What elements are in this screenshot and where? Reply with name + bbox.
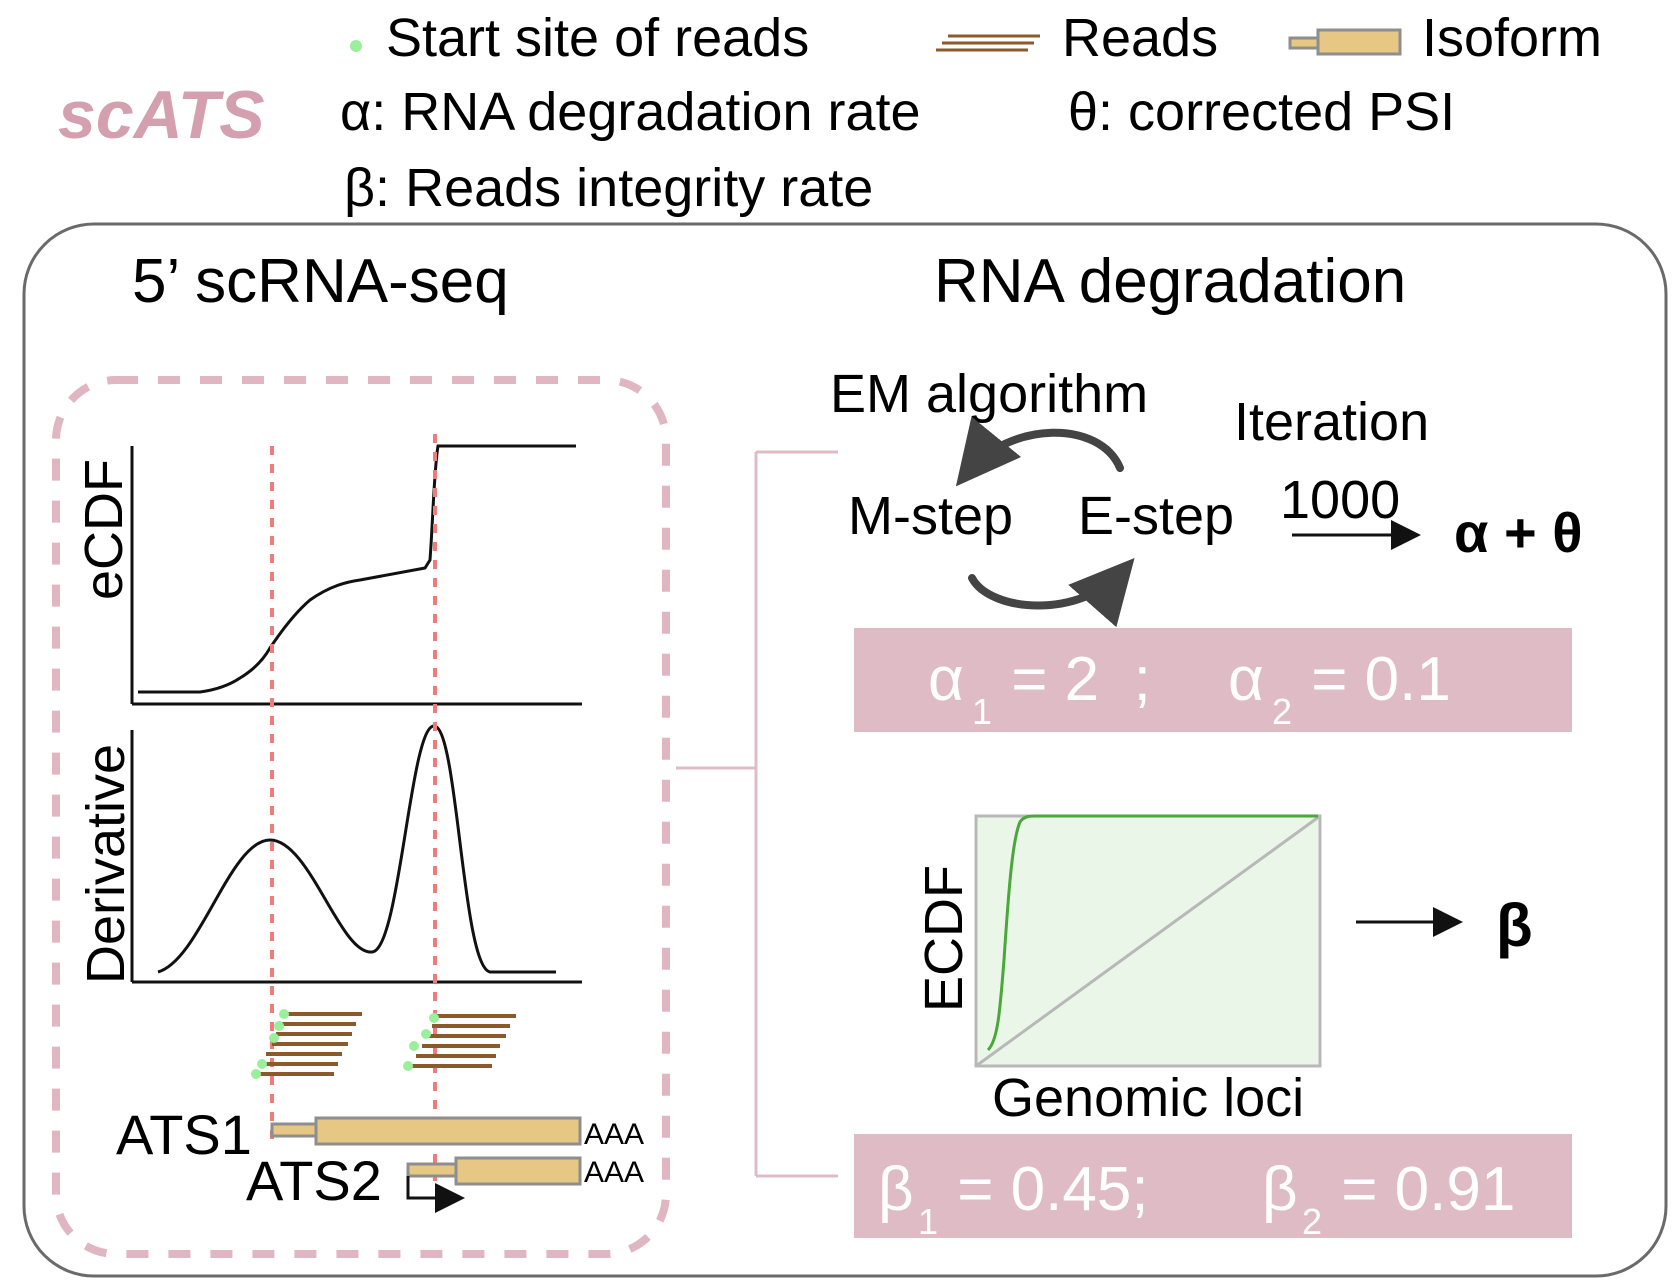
em-loop-bottom-arrow-icon <box>968 558 1135 628</box>
derivative-curve <box>157 724 556 974</box>
ats2-polya: AAA <box>584 1156 644 1189</box>
beta-values-box <box>854 1134 1572 1238</box>
beta-1-value: = 0.45; <box>940 1155 1149 1224</box>
right-panel-title: RNA degradation <box>934 247 1406 316</box>
derivative-plot <box>130 724 582 984</box>
reads-legend-icon <box>936 34 1040 52</box>
transcription-start-arrow-icon <box>406 1176 465 1213</box>
reads-cluster-1 <box>251 1009 362 1079</box>
alpha-1-value: = 2 ; <box>994 645 1151 714</box>
connector-bracket <box>676 450 838 1178</box>
beta-1-symbol: β <box>878 1155 914 1224</box>
alpha-2-symbol: α <box>1228 645 1264 714</box>
beta-2-subscript: 2 <box>1302 1201 1322 1242</box>
ats1-label: ATS1 <box>116 1103 252 1166</box>
reads-cluster-2 <box>403 1013 516 1071</box>
beta-1-subscript: 1 <box>918 1201 938 1242</box>
beta-values-text: β 1 = 0.45; β 2 = 0.91 <box>878 1155 1515 1242</box>
ats2-label: ATS2 <box>246 1149 382 1212</box>
ecdf-axis-label: eCDF <box>74 459 134 600</box>
ats1-polya: AAA <box>584 1118 644 1151</box>
beta-2-symbol: β <box>1262 1155 1298 1224</box>
em-loop-top-arrow-icon <box>955 416 1124 487</box>
ecdf-integrity-curve <box>986 814 1318 1052</box>
alpha-theta-output: α + θ <box>1454 501 1583 564</box>
beta-output: β <box>1496 892 1533 959</box>
alpha-2-subscript: 2 <box>1272 691 1292 732</box>
legend-beta-definition: β: Reads integrity rate <box>344 158 873 218</box>
iteration-label: Iteration <box>1234 392 1429 452</box>
beta-2-value: = 0.91 <box>1324 1155 1515 1224</box>
m-step-label: M-step <box>848 486 1013 546</box>
legend-isoform: Isoform <box>1422 8 1602 68</box>
iteration-count: 1000 <box>1280 470 1400 530</box>
derivative-axis-label: Derivative <box>76 744 136 984</box>
ecdf-curve <box>138 444 576 694</box>
alpha-values-box <box>854 628 1572 732</box>
ats2-isoform <box>406 1156 582 1186</box>
legend-reads: Reads <box>1062 8 1218 68</box>
alpha-1-symbol: α <box>928 645 964 714</box>
left-panel-title: 5’ scRNA-seq <box>132 247 509 316</box>
start-site-dot-icon <box>350 40 362 52</box>
main-panel-frame <box>22 222 1668 1278</box>
isoform-legend-icon <box>1288 28 1402 56</box>
ecdf-integrity-plot <box>974 814 1322 1068</box>
em-algorithm-label: EM algorithm <box>830 364 1148 424</box>
ecdf-integrity-axis-label: ECDF <box>914 865 974 1012</box>
alpha-values-text: α 1 = 2 ; α 2 = 0.1 <box>928 645 1451 732</box>
alpha-2-value: = 0.1 <box>1294 645 1451 714</box>
ecdf-plot <box>130 444 582 706</box>
genomic-loci-axis-label: Genomic loci <box>992 1068 1304 1128</box>
legend-theta-definition: θ: corrected PSI <box>1068 82 1455 142</box>
alpha-1-subscript: 1 <box>972 691 992 732</box>
e-step-label: E-step <box>1078 486 1234 546</box>
legend-start-site: Start site of reads <box>386 8 809 68</box>
brand-title: scATS <box>58 77 265 153</box>
ats1-isoform <box>270 1116 582 1146</box>
legend-alpha-definition: α: RNA degradation rate <box>340 82 921 142</box>
